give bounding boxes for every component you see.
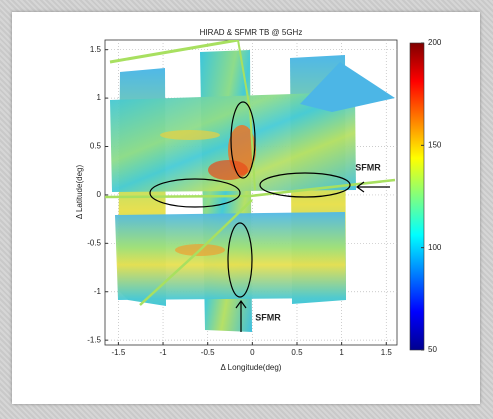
hot-spot bbox=[208, 160, 248, 180]
x-tick-label: -1 bbox=[159, 348, 167, 357]
y-tick-label: 0 bbox=[97, 190, 102, 199]
x-tick-label: 1 bbox=[339, 348, 344, 357]
colorbar-tick-label: 200 bbox=[428, 38, 442, 47]
y-tick-label: -0.5 bbox=[87, 238, 101, 247]
x-axis-label: Δ Longitude(deg) bbox=[221, 363, 282, 372]
x-tick-label: 1.5 bbox=[381, 348, 393, 357]
x-tick-label: 0 bbox=[250, 348, 255, 357]
y-tick-label: 1.5 bbox=[90, 45, 102, 54]
colorbar-tick-label: 150 bbox=[428, 140, 442, 149]
colorbar-tick-label: 50 bbox=[428, 345, 437, 354]
colorbar bbox=[410, 43, 424, 350]
x-tick-label: -1.5 bbox=[111, 348, 125, 357]
x-tick-label: -0.5 bbox=[201, 348, 215, 357]
chart: SFMR SFMR HIRAD & SFMR TB @ 5GHz Δ Longi… bbox=[0, 0, 493, 419]
y-tick-label: -1.5 bbox=[87, 335, 101, 344]
y-tick-label: -1 bbox=[94, 287, 102, 296]
chart-title: HIRAD & SFMR TB @ 5GHz bbox=[200, 28, 303, 37]
annotation: SFMR bbox=[355, 162, 381, 172]
x-tick-label: 0.5 bbox=[291, 348, 303, 357]
colorbar-tick-label: 100 bbox=[428, 243, 442, 252]
y-tick-label: 0.5 bbox=[90, 142, 102, 151]
annotation: SFMR bbox=[255, 312, 281, 322]
swath bbox=[115, 212, 346, 300]
hot-spot bbox=[160, 130, 220, 140]
page: SFMR SFMR HIRAD & SFMR TB @ 5GHz Δ Longi… bbox=[0, 0, 493, 419]
y-tick-label: 1 bbox=[97, 93, 102, 102]
y-axis-label: Δ Latitude(deg) bbox=[75, 165, 84, 220]
